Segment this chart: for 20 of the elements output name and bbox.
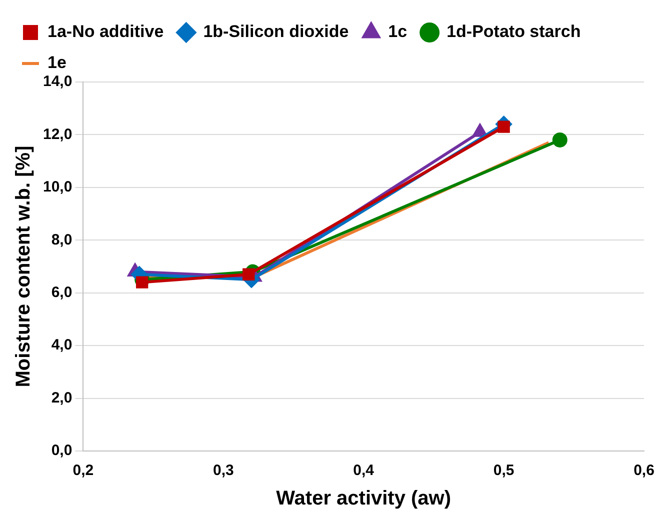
- legend-label: 1b-Silicon dioxide: [203, 22, 349, 42]
- y-tick-label: 2,0: [51, 389, 72, 406]
- legend-label: 1a-No additive: [48, 22, 164, 42]
- y-tick-label: 12,0: [42, 126, 72, 143]
- y-tick-label: 6,0: [51, 284, 72, 301]
- x-tick-label: 0,6: [634, 462, 654, 480]
- x-tick-label: 0,2: [72, 462, 94, 480]
- x-tick-label: 0,5: [493, 462, 514, 480]
- legend-label: 1d-Potato starch: [446, 22, 581, 42]
- x-axis-title: Water activity (aw): [276, 488, 452, 510]
- y-tick-label: 4,0: [51, 336, 72, 354]
- x-tick-label: 0,3: [212, 462, 234, 480]
- legend-label: 1e: [48, 53, 66, 72]
- y-tick-label: 8,0: [51, 231, 72, 248]
- y-tick-label: 14,0: [42, 73, 72, 90]
- x-tick-label: 0,4: [353, 462, 375, 480]
- y-axis-title: Moisture content w.b. [%]: [12, 146, 35, 388]
- y-tick-label: 0,0: [51, 442, 72, 460]
- legend-label: 1c: [388, 22, 408, 42]
- y-tick-label: 10,0: [42, 178, 72, 196]
